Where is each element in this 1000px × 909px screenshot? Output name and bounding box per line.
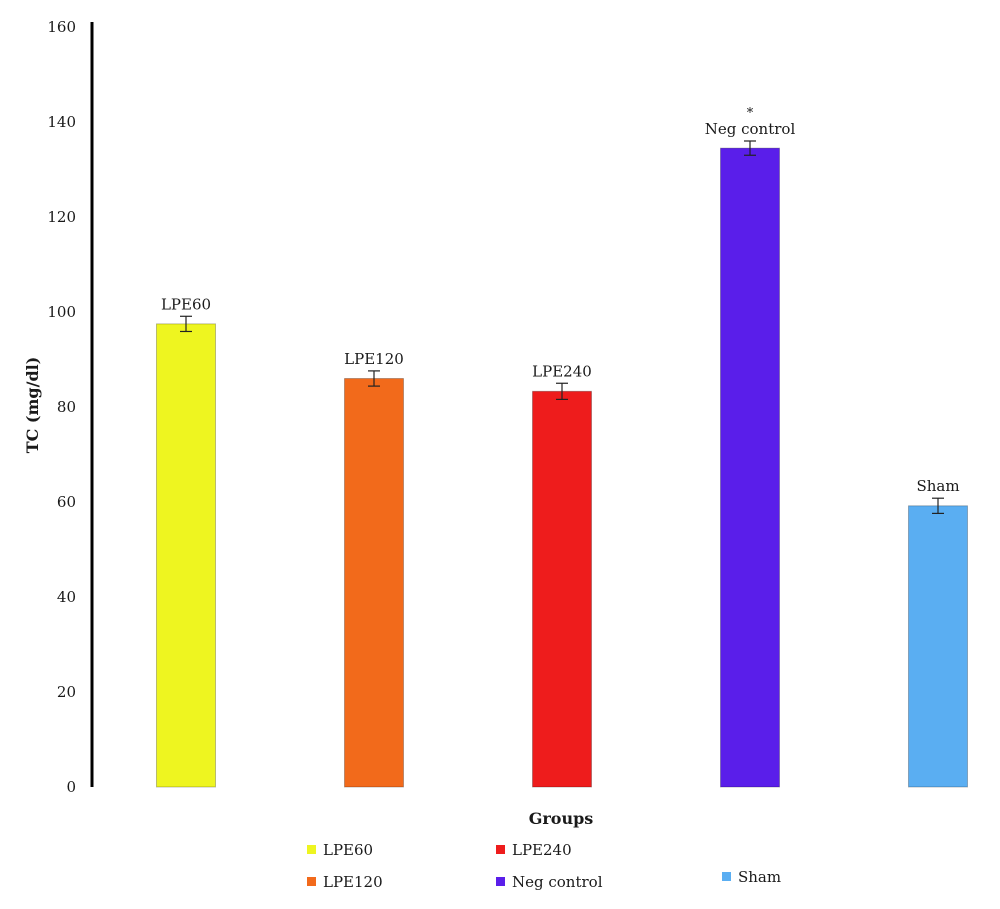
legend-label: LPE240: [512, 841, 572, 859]
y-tick-label: 120: [47, 208, 76, 226]
y-tick-label: 40: [57, 588, 76, 606]
significance-marker: *: [747, 106, 754, 121]
bar-data-label: Sham: [916, 477, 959, 495]
bar-sham: [908, 505, 968, 788]
error-bar: [932, 497, 944, 515]
bar-data-label: LPE60: [161, 295, 211, 313]
legend-item: LPE60: [307, 841, 373, 859]
legend-item: LPE120: [307, 873, 383, 891]
legend-label: LPE120: [323, 873, 383, 891]
legend-swatch: [307, 877, 316, 886]
legend-swatch: [496, 845, 505, 854]
bar-data-label: Neg control: [705, 120, 796, 138]
legend-label: Neg control: [512, 873, 603, 891]
y-tick-label: 20: [57, 683, 76, 701]
y-axis-ticks: 0 20 40 60 80 100 120 140 160: [47, 18, 76, 796]
y-tick-label: 140: [47, 113, 76, 131]
bar-lpe240: [532, 390, 592, 788]
legend-swatch: [307, 845, 316, 854]
bar-neg-control: [720, 147, 780, 788]
error-bar: [744, 140, 756, 156]
bars-group: LPE60 LPE120 LPE240 Neg control* Sham: [156, 106, 968, 788]
error-bar: [368, 370, 380, 387]
bar-data-label: LPE120: [344, 350, 404, 368]
error-bar: [180, 315, 192, 333]
legend-label: Sham: [738, 868, 781, 886]
legend-swatch: [496, 877, 505, 886]
legend: LPE60 LPE240 LPE120 Neg control Sham: [307, 841, 781, 891]
y-tick-label: 60: [57, 493, 76, 511]
legend-item: LPE240: [496, 841, 572, 859]
bar-lpe120: [344, 378, 404, 788]
legend-item: Sham: [722, 868, 781, 886]
legend-item: Neg control: [496, 873, 603, 891]
x-axis-title: Groups: [529, 809, 594, 828]
y-axis-title: TC (mg/dl): [23, 357, 42, 454]
legend-label: LPE60: [323, 841, 373, 859]
y-tick-label: 100: [47, 303, 76, 321]
y-tick-label: 0: [66, 778, 76, 796]
y-tick-label: 160: [47, 18, 76, 36]
error-bar: [556, 382, 568, 400]
legend-swatch: [722, 872, 731, 881]
bar-data-label: LPE240: [532, 362, 592, 380]
y-tick-label: 80: [57, 398, 76, 416]
bar-lpe60: [156, 323, 216, 788]
